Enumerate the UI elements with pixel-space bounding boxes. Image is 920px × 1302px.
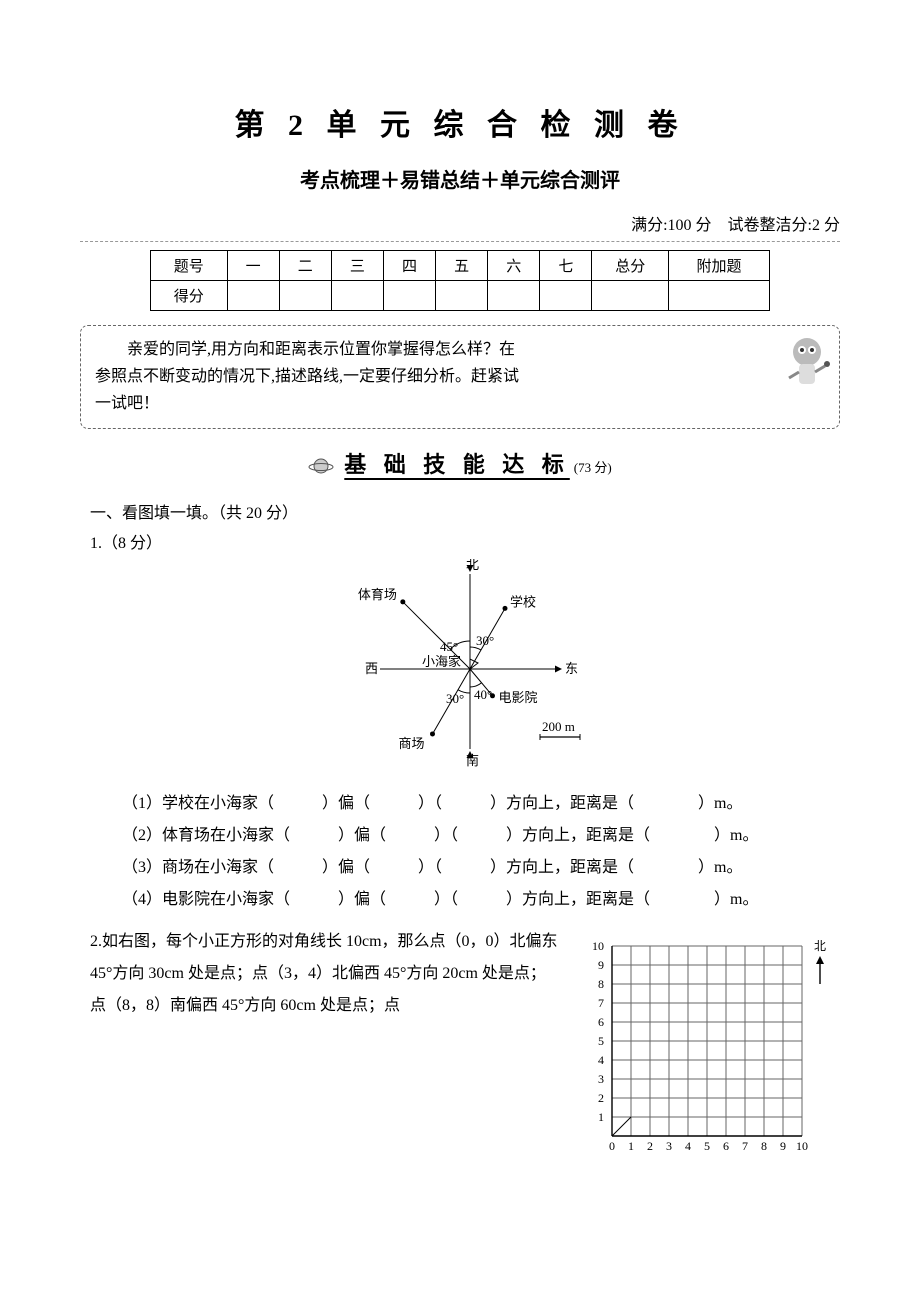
instruction-line: 参照点不断变动的情况下,描述路线,一定要仔细分析。赶紧试 bbox=[95, 363, 769, 390]
svg-text:0: 0 bbox=[609, 1139, 615, 1153]
svg-text:1: 1 bbox=[628, 1139, 634, 1153]
q1-subitem: （2）体育场在小海家（ ）偏（ ）（ ）方向上，距离是（ ）m。 bbox=[90, 820, 860, 852]
instruction-box: 亲爱的同学,用方向和距离表示位置你掌握得怎么样？在 参照点不断变动的情况下,描述… bbox=[80, 325, 840, 429]
score-header-cell: 题号 bbox=[151, 251, 228, 281]
svg-text:4: 4 bbox=[598, 1053, 604, 1067]
score-cell bbox=[279, 281, 331, 311]
svg-text:6: 6 bbox=[598, 1015, 604, 1029]
svg-text:30°: 30° bbox=[446, 691, 464, 706]
svg-text:小海家: 小海家 bbox=[422, 654, 461, 669]
svg-text:5: 5 bbox=[598, 1034, 604, 1048]
grid-chart: 01234567891012345678910北 bbox=[580, 926, 830, 1161]
section-title: 基 础 技 能 达 标 bbox=[344, 452, 570, 477]
score-header-cell: 一 bbox=[227, 251, 279, 281]
svg-text:商场: 商场 bbox=[399, 736, 425, 751]
svg-text:3: 3 bbox=[598, 1072, 604, 1086]
page-subtitle: 考点梳理＋易错总结＋单元综合测评 bbox=[60, 164, 860, 193]
svg-text:4: 4 bbox=[685, 1139, 691, 1153]
diagram-direction: 东 西 北南 小海家 学校 30° 体育场 45° 商场 30° 电影院 40° 200 m bbox=[60, 559, 860, 774]
svg-text:45°: 45° bbox=[440, 639, 458, 654]
score-cell bbox=[331, 281, 383, 311]
mascot-icon bbox=[781, 334, 833, 394]
svg-text:2: 2 bbox=[598, 1091, 604, 1105]
score-cell bbox=[592, 281, 669, 311]
score-header-cell: 六 bbox=[488, 251, 540, 281]
q-group-header: 一、看图填一填。（共 20 分） bbox=[90, 499, 860, 523]
score-header-cell: 附加题 bbox=[668, 251, 769, 281]
svg-text:1: 1 bbox=[598, 1110, 604, 1124]
svg-text:5: 5 bbox=[704, 1139, 710, 1153]
svg-text:6: 6 bbox=[723, 1139, 729, 1153]
planet-icon bbox=[308, 456, 334, 481]
score-cell bbox=[383, 281, 435, 311]
score-cell bbox=[227, 281, 279, 311]
q1-items: （1）学校在小海家（ ）偏（ ）（ ）方向上，距离是（ ）m。（2）体育场在小海… bbox=[60, 788, 860, 916]
svg-text:7: 7 bbox=[598, 996, 604, 1010]
svg-text:体育场: 体育场 bbox=[358, 586, 397, 601]
svg-text:7: 7 bbox=[742, 1139, 748, 1153]
score-header-cell: 七 bbox=[540, 251, 592, 281]
svg-text:电影院: 电影院 bbox=[498, 689, 537, 704]
svg-text:10: 10 bbox=[592, 939, 604, 953]
q1-subitem: （3）商场在小海家（ ）偏（ ）（ ）方向上，距离是（ ）m。 bbox=[90, 852, 860, 884]
score-header-cell: 三 bbox=[331, 251, 383, 281]
svg-text:学校: 学校 bbox=[510, 594, 536, 609]
score-header-cell: 总分 bbox=[592, 251, 669, 281]
svg-text:40°: 40° bbox=[474, 687, 492, 702]
svg-text:8: 8 bbox=[761, 1139, 767, 1153]
svg-text:9: 9 bbox=[598, 958, 604, 972]
section-heading: 基 础 技 能 达 标 (73 分) bbox=[60, 447, 860, 481]
instruction-line: 一试吧！ bbox=[95, 390, 769, 417]
svg-text:南: 南 bbox=[466, 753, 479, 768]
svg-text:9: 9 bbox=[780, 1139, 786, 1153]
q1-subitem: （4）电影院在小海家（ ）偏（ ）（ ）方向上，距离是（ ）m。 bbox=[90, 884, 860, 916]
score-info: 满分:100 分 试卷整洁分:2 分 bbox=[60, 211, 860, 235]
score-cell bbox=[540, 281, 592, 311]
svg-text:东: 东 bbox=[565, 661, 578, 676]
svg-text:30°: 30° bbox=[476, 633, 494, 648]
section-points: (73 分) bbox=[574, 460, 612, 475]
q1-label: 1.（8 分） bbox=[90, 529, 860, 553]
score-header-cell: 二 bbox=[279, 251, 331, 281]
score-cell: 得分 bbox=[151, 281, 228, 311]
divider-dash bbox=[80, 241, 840, 242]
score-cell bbox=[488, 281, 540, 311]
svg-text:10: 10 bbox=[796, 1139, 808, 1153]
score-cell bbox=[436, 281, 488, 311]
score-table: 题号一二三四五六七总分附加题 得分 bbox=[150, 250, 770, 311]
svg-text:西: 西 bbox=[365, 661, 378, 676]
svg-text:2: 2 bbox=[647, 1139, 653, 1153]
instruction-line: 亲爱的同学,用方向和距离表示位置你掌握得怎么样？在 bbox=[95, 336, 769, 363]
svg-text:北: 北 bbox=[466, 559, 479, 572]
score-header-cell: 四 bbox=[383, 251, 435, 281]
page-title: 第 2 单 元 综 合 检 测 卷 bbox=[60, 100, 860, 144]
q1-subitem: （1）学校在小海家（ ）偏（ ）（ ）方向上，距离是（ ）m。 bbox=[90, 788, 860, 820]
svg-text:200 m: 200 m bbox=[542, 719, 575, 734]
svg-text:3: 3 bbox=[666, 1139, 672, 1153]
q2-text: 2.如右图，每个小正方形的对角线长 10cm，那么点（0，0）北偏东 45°方向… bbox=[90, 926, 560, 1022]
svg-text:北: 北 bbox=[814, 939, 826, 953]
score-table-header-row: 题号一二三四五六七总分附加题 bbox=[151, 251, 770, 281]
score-table-score-row: 得分 bbox=[151, 281, 770, 311]
score-header-cell: 五 bbox=[436, 251, 488, 281]
svg-text:8: 8 bbox=[598, 977, 604, 991]
score-cell bbox=[668, 281, 769, 311]
